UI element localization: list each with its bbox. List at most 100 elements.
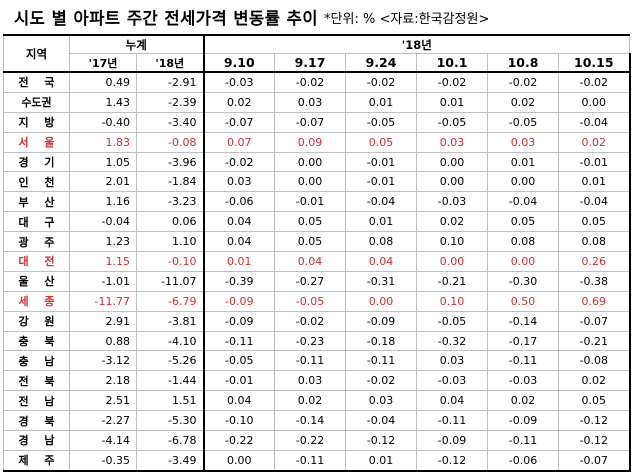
week-value-cell: -0.05 (202, 350, 276, 372)
week-value-cell: -0.02 (416, 71, 489, 93)
week-value-cell: -0.09 (416, 430, 489, 451)
week-value-cell: 0.01 (558, 171, 631, 193)
acc-value-cell: -2.27 (69, 410, 137, 432)
week-value-cell: 0.07 (202, 131, 276, 153)
week-value-cell: -0.12 (345, 430, 418, 451)
table-row: 전 국 0.49 -2.91 -0.03 -0.02 -0.02 -0.02 -0.02 -0.… (3, 71, 631, 93)
acc-value-cell: 2.18 (69, 370, 137, 392)
acc-value-cell: 1.16 (69, 191, 137, 213)
acc-value-cell: -6.79 (135, 290, 205, 312)
week-value-cell: -0.21 (558, 330, 631, 352)
week-value-cell: -0.03 (202, 71, 276, 93)
week-value-cell: -0.05 (345, 111, 418, 133)
week-value-cell: 0.00 (487, 171, 560, 193)
week-value-cell: 0.01 (487, 151, 560, 173)
acc-value-cell: 1.05 (69, 151, 137, 173)
week-value-cell: 0.05 (274, 211, 347, 233)
table-row: 울 산 -1.01 -11.07 -0.39 -0.27 -0.31 -0.21 -0.30-… (3, 270, 631, 292)
week-value-cell: -0.01 (345, 151, 418, 173)
table-row: 대 전 1.15 -0.10 0.01 0.04 0.04 0.00 0.00 0.26 (3, 251, 631, 272)
acc-value-cell: -1.44 (135, 370, 205, 392)
acc-col-2017: '17년 (69, 53, 137, 73)
week-col: 10.8 (487, 53, 560, 73)
week-value-cell: -0.04 (345, 191, 418, 213)
week-value-cell: 0.00 (487, 251, 560, 272)
week-value-cell: 0.01 (202, 251, 276, 272)
table-row: 부 산 1.16 -3.23 -0.06 -0.01 -0.04 -0.03 -0.04 -0.… (3, 191, 631, 213)
week-value-cell: 0.26 (558, 251, 631, 272)
week-value-cell: 0.02 (416, 211, 489, 233)
acc-value-cell: 1.83 (69, 131, 137, 153)
acc-value-cell: -0.08 (135, 131, 205, 153)
table-row: 경 북 -2.27 -5.30 -0.10 -0.14 -0.04 -0.11 -0.09 -0… (3, 410, 631, 432)
week-value-cell: -0.05 (487, 111, 560, 133)
week-value-cell: 0.04 (416, 390, 489, 412)
week-value-cell: -0.21 (416, 270, 489, 292)
week-value-cell: -0.38 (558, 270, 631, 292)
week-value-cell: -0.05 (416, 310, 489, 332)
table-row: 경 남 -4.14 -6.78 -0.22 -0.22 -0.12 -0.09 -0.11 -0… (3, 430, 631, 451)
week-value-cell: 0.01 (345, 91, 418, 113)
table-row: 수도권 1.43 -2.39 0.02 0.03 0.01 0.01 0.02 0.00 (3, 91, 631, 113)
week-value-cell: -0.10 (202, 410, 276, 432)
table-row: 전 남 2.51 1.51 0.04 0.02 0.03 0.04 0.02 0.05 (3, 390, 631, 412)
week-value-cell: 0.02 (558, 370, 631, 392)
region-cell: 울 산 (3, 270, 70, 292)
region-header: 지역 (3, 34, 70, 73)
table-row: 전 북 2.18 -1.44 -0.01 0.03 -0.02 -0.03 -0.03 0.02 (3, 370, 631, 392)
region-cell: 충 북 (3, 330, 70, 352)
week-value-cell: -0.02 (345, 370, 418, 392)
week-value-cell: -0.02 (487, 71, 560, 93)
week-value-cell: 0.04 (202, 390, 276, 412)
week-value-cell: -0.11 (202, 330, 276, 352)
region-cell: 경 기 (3, 151, 70, 173)
table-row: 세 종 -11.77 -6.79 -0.09 -0.05 0.00 0.10 0.50 0.69 (3, 290, 631, 312)
week-value-cell: -0.09 (202, 290, 276, 312)
table-row: 지 방 -0.40 -3.40 -0.07 -0.07 -0.05 -0.05 -0.05 -0… (3, 111, 631, 133)
acc-value-cell: -4.10 (135, 330, 205, 352)
unit-source-note: *단위: % <자료:한국감정원> (324, 11, 490, 27)
week-col: 9.17 (274, 53, 347, 73)
week-value-cell: 0.01 (416, 91, 489, 113)
week-value-cell: -0.02 (345, 71, 418, 93)
week-value-cell: -0.14 (487, 310, 560, 332)
week-col: 9.24 (345, 53, 418, 73)
week-value-cell: -0.07 (202, 111, 276, 133)
week-value-cell: 0.04 (202, 231, 276, 253)
acc-value-cell: -1.01 (69, 270, 137, 292)
week-value-cell: -0.07 (558, 310, 631, 332)
week-value-cell: 0.08 (487, 231, 560, 253)
week-value-cell: -0.01 (202, 370, 276, 392)
week-value-cell: -0.09 (487, 410, 560, 432)
accumulated-header: 누계 (68, 34, 205, 54)
acc-value-cell: -2.39 (135, 91, 205, 113)
week-value-cell: -0.03 (416, 370, 489, 392)
region-cell: 서 울 (3, 131, 70, 153)
week-value-cell: 0.05 (274, 231, 347, 253)
week-value-cell: -0.11 (487, 430, 560, 451)
acc-value-cell: -6.78 (135, 430, 205, 451)
week-value-cell: 0.00 (416, 151, 489, 173)
week-value-cell: 0.05 (558, 390, 631, 412)
acc-value-cell: 1.23 (69, 231, 137, 253)
acc-value-cell: -0.04 (69, 211, 137, 233)
week-value-cell: 0.03 (345, 390, 418, 412)
week-value-cell: 0.09 (274, 131, 347, 153)
week-value-cell: -0.01 (274, 191, 347, 213)
rent-change-table: 지역 누계 '18년 '17년 '18년 9.10 9.17 9.24 10.1… (3, 34, 631, 472)
acc-value-cell: -3.81 (135, 310, 205, 332)
week-value-cell: 0.03 (202, 171, 276, 193)
week-value-cell: 0.10 (416, 231, 489, 253)
acc-value-cell: -11.07 (135, 270, 205, 292)
week-value-cell: -0.01 (558, 151, 631, 173)
week-value-cell: -0.02 (558, 71, 631, 93)
week-value-cell: -0.27 (274, 270, 347, 292)
week-value-cell: -0.11 (487, 350, 560, 372)
week-value-cell: 0.02 (274, 390, 347, 412)
week-value-cell: 0.02 (558, 131, 631, 153)
week-value-cell: -0.03 (416, 191, 489, 213)
acc-value-cell: 1.43 (69, 91, 137, 113)
region-cell: 경 남 (3, 430, 70, 451)
week-value-cell: -0.09 (202, 310, 276, 332)
region-cell: 인 천 (3, 171, 70, 193)
